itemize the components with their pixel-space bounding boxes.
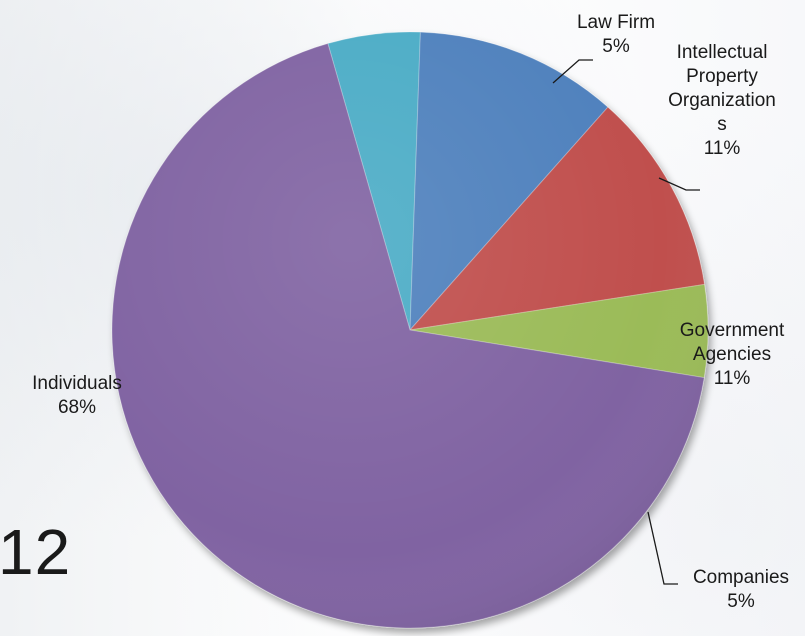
data-label-line: 11% [704,138,741,159]
data-label-line: 5% [727,591,755,612]
data-label-line: Individuals [32,373,122,394]
data-label-0: Law Firm 5% [577,12,655,57]
data-label-line: 68% [58,397,96,418]
data-label-line: Organization [668,90,776,111]
data-label-line: s [717,114,727,135]
data-label-line: 5% [602,36,630,57]
data-label-line: 11% [714,368,751,389]
pie-slices [112,32,708,628]
data-label-line: Agencies [693,344,771,365]
leader-line-3 [648,512,678,584]
data-label-line: Government [680,320,785,341]
data-label-line: Companies [693,567,789,588]
data-label-1: Intellectual Property Organization s 11% [668,42,776,159]
data-label-line: Intellectual [677,42,768,63]
data-label-4: Individuals 68% [32,373,122,418]
slide-number-fragment: 12 [0,520,71,584]
data-label-3: Companies 5% [693,567,789,612]
data-label-line: Property [686,66,758,87]
data-label-line: Law Firm [577,12,655,33]
